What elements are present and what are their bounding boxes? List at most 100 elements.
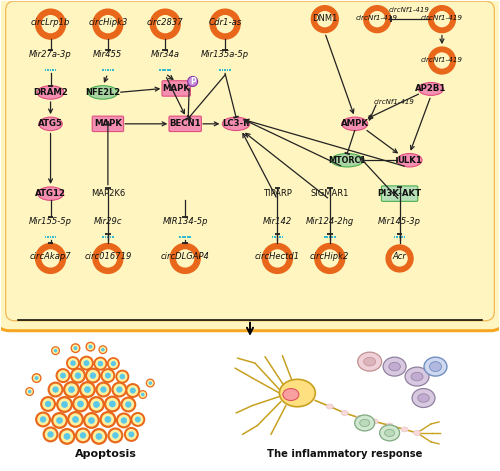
- Circle shape: [108, 427, 124, 443]
- Circle shape: [130, 388, 136, 394]
- Circle shape: [81, 357, 92, 369]
- Text: Mir455: Mir455: [94, 49, 122, 58]
- Text: TIPARP: TIPARP: [263, 189, 292, 198]
- Circle shape: [72, 416, 79, 423]
- Circle shape: [50, 384, 62, 395]
- Circle shape: [34, 376, 38, 380]
- Circle shape: [98, 345, 108, 354]
- Circle shape: [54, 349, 58, 352]
- Circle shape: [157, 16, 174, 32]
- Text: AP2B1: AP2B1: [416, 84, 446, 93]
- Text: circHipk2: circHipk2: [310, 252, 350, 261]
- Text: circNf1-419: circNf1-419: [421, 15, 463, 21]
- Circle shape: [102, 413, 114, 426]
- Ellipse shape: [331, 154, 364, 167]
- Circle shape: [100, 386, 106, 393]
- Circle shape: [68, 358, 78, 368]
- Circle shape: [188, 76, 198, 87]
- Circle shape: [130, 412, 146, 427]
- Circle shape: [60, 373, 66, 379]
- Text: Apoptosis: Apoptosis: [74, 449, 136, 459]
- Circle shape: [87, 370, 99, 382]
- Circle shape: [102, 370, 114, 381]
- Circle shape: [112, 382, 128, 398]
- Text: MAPK: MAPK: [94, 119, 122, 128]
- Text: The inflammatory response: The inflammatory response: [267, 449, 422, 459]
- Circle shape: [96, 358, 106, 369]
- FancyBboxPatch shape: [162, 81, 190, 96]
- Text: circNf1-419: circNf1-419: [389, 7, 430, 13]
- Circle shape: [52, 348, 59, 354]
- Circle shape: [92, 430, 105, 443]
- Circle shape: [88, 396, 105, 413]
- Text: circNf1-419: circNf1-419: [374, 99, 415, 106]
- Ellipse shape: [280, 379, 316, 407]
- Circle shape: [116, 386, 122, 393]
- FancyBboxPatch shape: [0, 0, 500, 331]
- Ellipse shape: [401, 427, 408, 432]
- Circle shape: [122, 398, 134, 410]
- Circle shape: [88, 417, 95, 424]
- Circle shape: [70, 413, 82, 426]
- Circle shape: [322, 250, 338, 267]
- Ellipse shape: [358, 352, 382, 371]
- Circle shape: [90, 398, 102, 411]
- Circle shape: [32, 373, 42, 383]
- Circle shape: [68, 386, 75, 393]
- Circle shape: [66, 356, 80, 370]
- Text: Mir29c: Mir29c: [94, 217, 122, 226]
- Circle shape: [79, 381, 96, 398]
- FancyBboxPatch shape: [169, 116, 202, 131]
- Ellipse shape: [414, 430, 420, 435]
- Ellipse shape: [383, 357, 406, 376]
- Ellipse shape: [342, 117, 367, 130]
- Circle shape: [58, 428, 76, 445]
- Circle shape: [124, 427, 139, 442]
- Circle shape: [111, 361, 116, 366]
- Circle shape: [93, 244, 123, 273]
- Ellipse shape: [380, 425, 400, 441]
- Circle shape: [74, 398, 86, 410]
- Circle shape: [100, 16, 116, 32]
- Ellipse shape: [384, 430, 394, 437]
- Circle shape: [35, 412, 51, 427]
- Ellipse shape: [39, 117, 62, 130]
- Circle shape: [98, 361, 103, 366]
- Circle shape: [48, 431, 54, 438]
- Circle shape: [100, 346, 106, 353]
- Text: Acr: Acr: [392, 252, 406, 261]
- Text: PI3K-AKT: PI3K-AKT: [378, 189, 422, 198]
- Circle shape: [84, 386, 91, 393]
- Circle shape: [70, 367, 86, 383]
- Text: DRAM2: DRAM2: [33, 88, 68, 97]
- Circle shape: [61, 401, 68, 408]
- Text: circ016719: circ016719: [84, 252, 132, 261]
- Ellipse shape: [386, 423, 393, 428]
- Circle shape: [210, 9, 240, 39]
- Circle shape: [40, 416, 46, 422]
- Circle shape: [96, 433, 102, 440]
- Circle shape: [146, 379, 155, 388]
- Circle shape: [79, 356, 94, 371]
- Ellipse shape: [412, 389, 435, 407]
- Circle shape: [434, 53, 450, 68]
- Ellipse shape: [356, 415, 363, 421]
- Text: MAP2K6: MAP2K6: [91, 189, 125, 198]
- Circle shape: [318, 12, 332, 27]
- Circle shape: [28, 390, 32, 393]
- Circle shape: [116, 413, 132, 429]
- Text: SIGMAR1: SIGMAR1: [310, 189, 349, 198]
- Text: MIR134-5p: MIR134-5p: [162, 217, 208, 226]
- Circle shape: [100, 368, 116, 383]
- Circle shape: [392, 251, 407, 266]
- Circle shape: [51, 412, 68, 429]
- Circle shape: [96, 382, 112, 398]
- Text: circ2837: circ2837: [147, 18, 184, 27]
- Circle shape: [75, 427, 91, 443]
- Text: circDLGAP4: circDLGAP4: [160, 252, 210, 261]
- Ellipse shape: [38, 187, 64, 200]
- Ellipse shape: [389, 362, 400, 371]
- Circle shape: [74, 346, 78, 350]
- Text: Mir34a: Mir34a: [150, 49, 180, 58]
- Text: P: P: [190, 77, 196, 86]
